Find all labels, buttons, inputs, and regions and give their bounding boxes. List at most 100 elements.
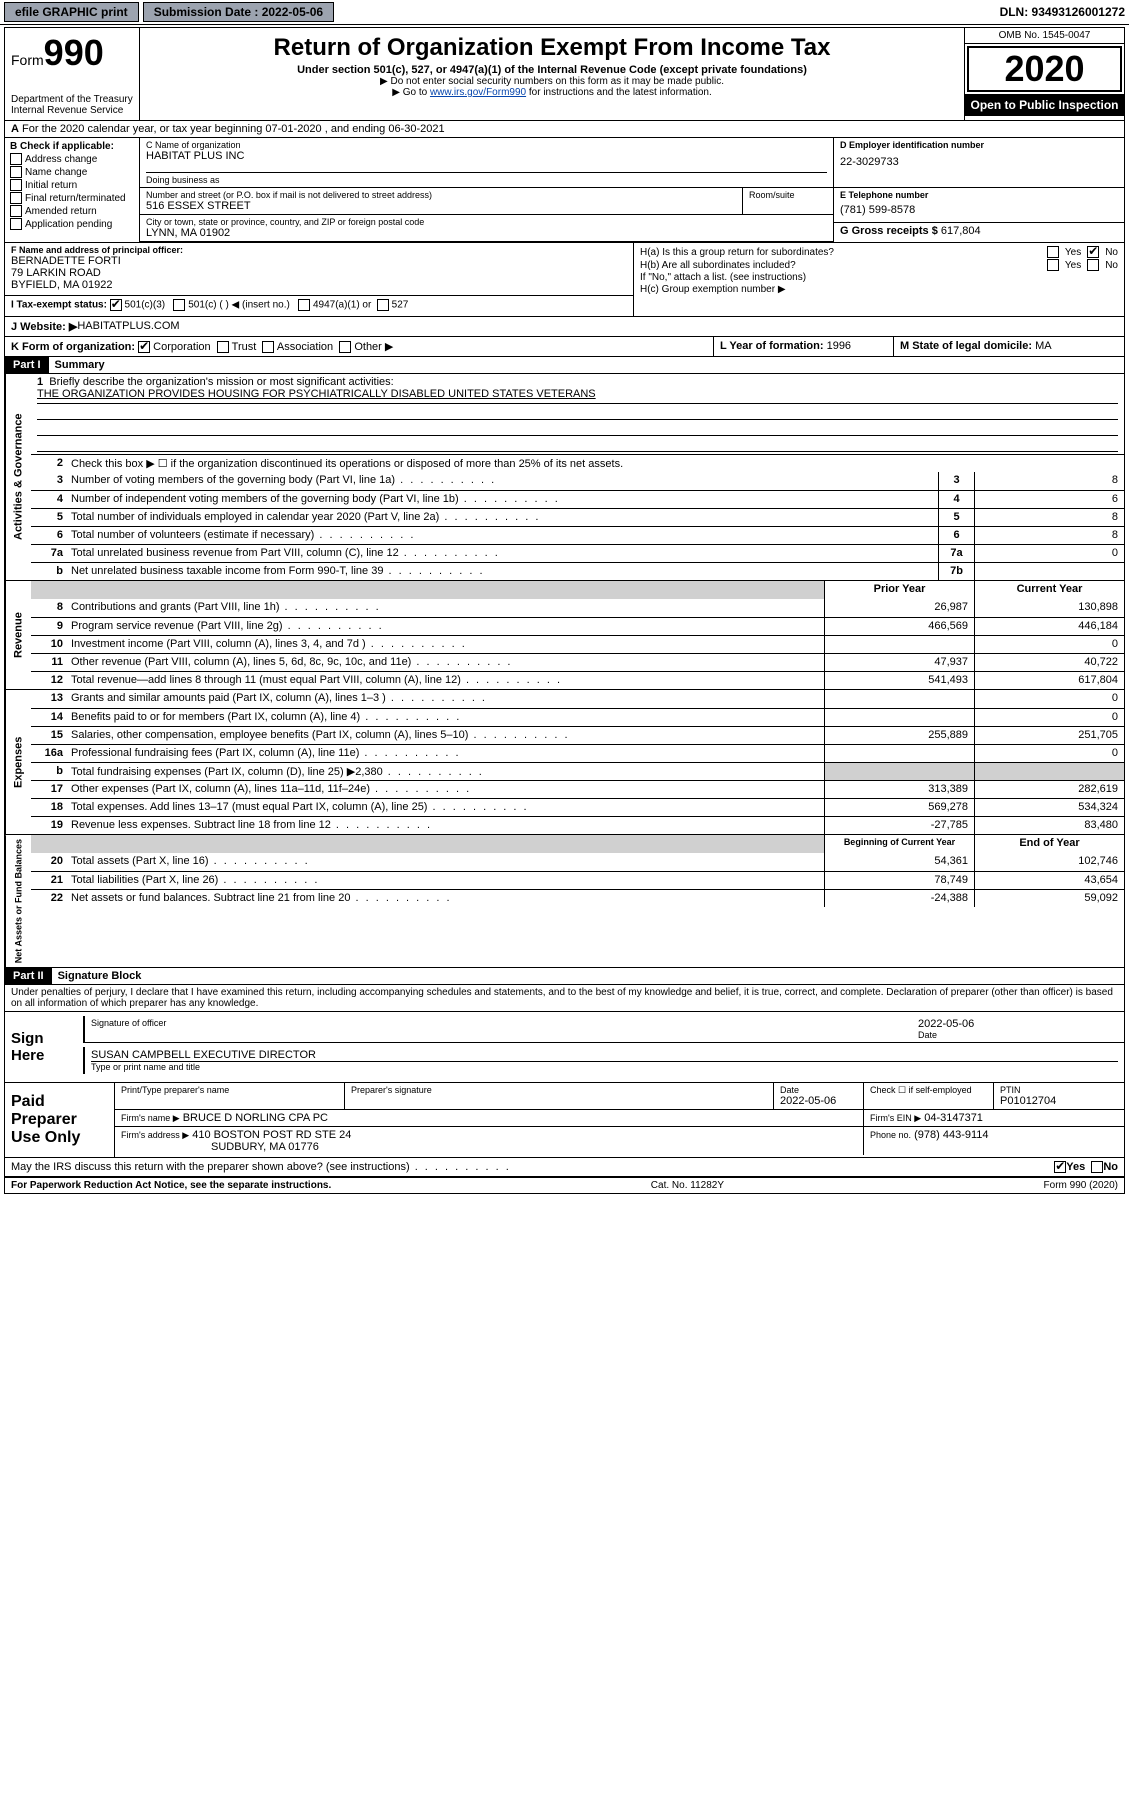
hb-no[interactable]: [1087, 259, 1099, 271]
chk-name-change[interactable]: [10, 166, 22, 178]
current-value: 102,746: [974, 853, 1124, 871]
sig-date-label: Date: [918, 1030, 1118, 1040]
chk-527[interactable]: [377, 299, 389, 311]
dba-label: Doing business as: [146, 172, 827, 185]
room-label: Room/suite: [749, 190, 827, 200]
discuss-no[interactable]: [1091, 1161, 1103, 1173]
hb-yes[interactable]: [1047, 259, 1059, 271]
footer-cat: Cat. No. 11282Y: [651, 1180, 724, 1191]
open-public-badge: Open to Public Inspection: [965, 94, 1124, 116]
line-num: 5: [31, 509, 67, 526]
part2-subtitle: Signature Block: [52, 968, 148, 984]
sign-here-label: Sign Here: [5, 1012, 75, 1082]
hb-label: H(b) Are all subordinates included?: [640, 260, 796, 271]
k-corp[interactable]: [138, 341, 150, 353]
part1-header: Part I: [5, 357, 49, 373]
line-num: 4: [31, 491, 67, 508]
chk-address-change[interactable]: [10, 153, 22, 165]
current-value: 534,324: [974, 799, 1124, 816]
current-value: 0: [974, 690, 1124, 708]
line-num: 17: [31, 781, 67, 798]
line-text: Other expenses (Part IX, column (A), lin…: [67, 781, 824, 798]
chk-501c[interactable]: [173, 299, 185, 311]
firm-ein-label: Firm's EIN ▶: [870, 1113, 921, 1123]
prior-value: 541,493: [824, 672, 974, 689]
current-value: 0: [974, 745, 1124, 762]
mission-blank3: [37, 436, 1118, 452]
chk-501c3[interactable]: [110, 299, 122, 311]
line-num: 6: [31, 527, 67, 544]
ptin-label: PTIN: [1000, 1085, 1118, 1095]
k-assoc[interactable]: [262, 341, 274, 353]
line-num: 14: [31, 709, 67, 726]
line-text: Benefits paid to or for members (Part IX…: [67, 709, 824, 726]
tax-year: 2020: [967, 46, 1122, 92]
form-container: Form990 Department of the Treasury Inter…: [4, 27, 1125, 1194]
tab-net-assets: Net Assets or Fund Balances: [5, 835, 31, 967]
ein-value: 22-3029733: [840, 150, 1118, 174]
hc-label: H(c) Group exemption number ▶: [640, 284, 1118, 295]
prep-date-value: 2022-05-06: [780, 1095, 857, 1107]
website-label: J Website: ▶: [11, 320, 77, 333]
current-value: 282,619: [974, 781, 1124, 798]
current-value: 43,654: [974, 872, 1124, 889]
line-num: b: [31, 763, 67, 780]
part1-subtitle: Summary: [49, 357, 111, 373]
prior-value: 47,937: [824, 654, 974, 671]
line-value: 8: [974, 527, 1124, 544]
line-num: 16a: [31, 745, 67, 762]
current-value: 251,705: [974, 727, 1124, 744]
line-text: Program service revenue (Part VIII, line…: [67, 618, 824, 635]
chk-final-return[interactable]: [10, 192, 22, 204]
k-trust[interactable]: [217, 341, 229, 353]
ha-yes-lbl: Yes: [1065, 247, 1081, 258]
discuss-no-lbl: No: [1103, 1161, 1118, 1173]
form-subtitle: Under section 501(c), 527, or 4947(a)(1)…: [148, 64, 956, 76]
chk-app-pending[interactable]: [10, 218, 22, 230]
tab-expenses: Expenses: [5, 690, 31, 834]
ha-label: H(a) Is this a group return for subordin…: [640, 247, 834, 258]
website-value: HABITATPLUS.COM: [77, 320, 179, 333]
line-value: 6: [974, 491, 1124, 508]
chk-amended[interactable]: [10, 205, 22, 217]
lbl-501c: 501(c) ( ) ◀ (insert no.): [188, 300, 290, 311]
firm-name-value: BRUCE D NORLING CPA PC: [183, 1112, 328, 1124]
k-assoc-lbl: Association: [277, 341, 333, 353]
k-other-lbl: Other ▶: [354, 341, 393, 353]
footer-paperwork: For Paperwork Reduction Act Notice, see …: [11, 1180, 331, 1191]
prior-value: -27,785: [824, 817, 974, 834]
firm-ein-value: 04-3147371: [924, 1112, 983, 1124]
chk-4947[interactable]: [298, 299, 310, 311]
gross-receipts-value: 617,804: [941, 225, 981, 237]
tab-governance: Activities & Governance: [5, 374, 31, 580]
line-cell-num: 4: [938, 491, 974, 508]
efile-button[interactable]: efile GRAPHIC print: [4, 2, 139, 22]
prior-value: [824, 745, 974, 762]
submission-date-button[interactable]: Submission Date : 2022-05-06: [143, 2, 334, 22]
chk-initial-return[interactable]: [10, 179, 22, 191]
form-header: Form990 Department of the Treasury Inter…: [5, 28, 1124, 121]
irs-link[interactable]: www.irs.gov/Form990: [430, 87, 526, 98]
phone-value: (781) 599-8578: [840, 200, 1118, 220]
mission-text: THE ORGANIZATION PROVIDES HOUSING FOR PS…: [37, 388, 1118, 404]
line-text: Total number of individuals employed in …: [67, 509, 938, 526]
lbl-501c3: 501(c)(3): [125, 300, 166, 311]
line-cell-num: 6: [938, 527, 974, 544]
form-number: 990: [44, 32, 104, 73]
q2-text: Check this box ▶ ☐ if the organization d…: [67, 455, 1124, 472]
l-value: 1996: [827, 340, 851, 352]
line-text: Total liabilities (Part X, line 26): [67, 872, 824, 889]
ha-yes[interactable]: [1047, 246, 1059, 258]
dept-label: Department of the Treasury Internal Reve…: [11, 94, 133, 116]
prior-value: 569,278: [824, 799, 974, 816]
sig-date-value: 2022-05-06: [918, 1018, 1118, 1030]
box-b-label: B Check if applicable:: [10, 141, 134, 152]
k-other[interactable]: [339, 341, 351, 353]
discuss-yes[interactable]: [1054, 1161, 1066, 1173]
ha-no[interactable]: [1087, 246, 1099, 258]
top-toolbar: efile GRAPHIC print Submission Date : 20…: [0, 0, 1129, 25]
lbl-final-return: Final return/terminated: [25, 193, 126, 204]
tax-status-label: I Tax-exempt status:: [11, 300, 107, 311]
hb-note: If "No," attach a list. (see instruction…: [640, 272, 1118, 283]
dln-label: DLN: 93493126001272: [1000, 5, 1125, 19]
